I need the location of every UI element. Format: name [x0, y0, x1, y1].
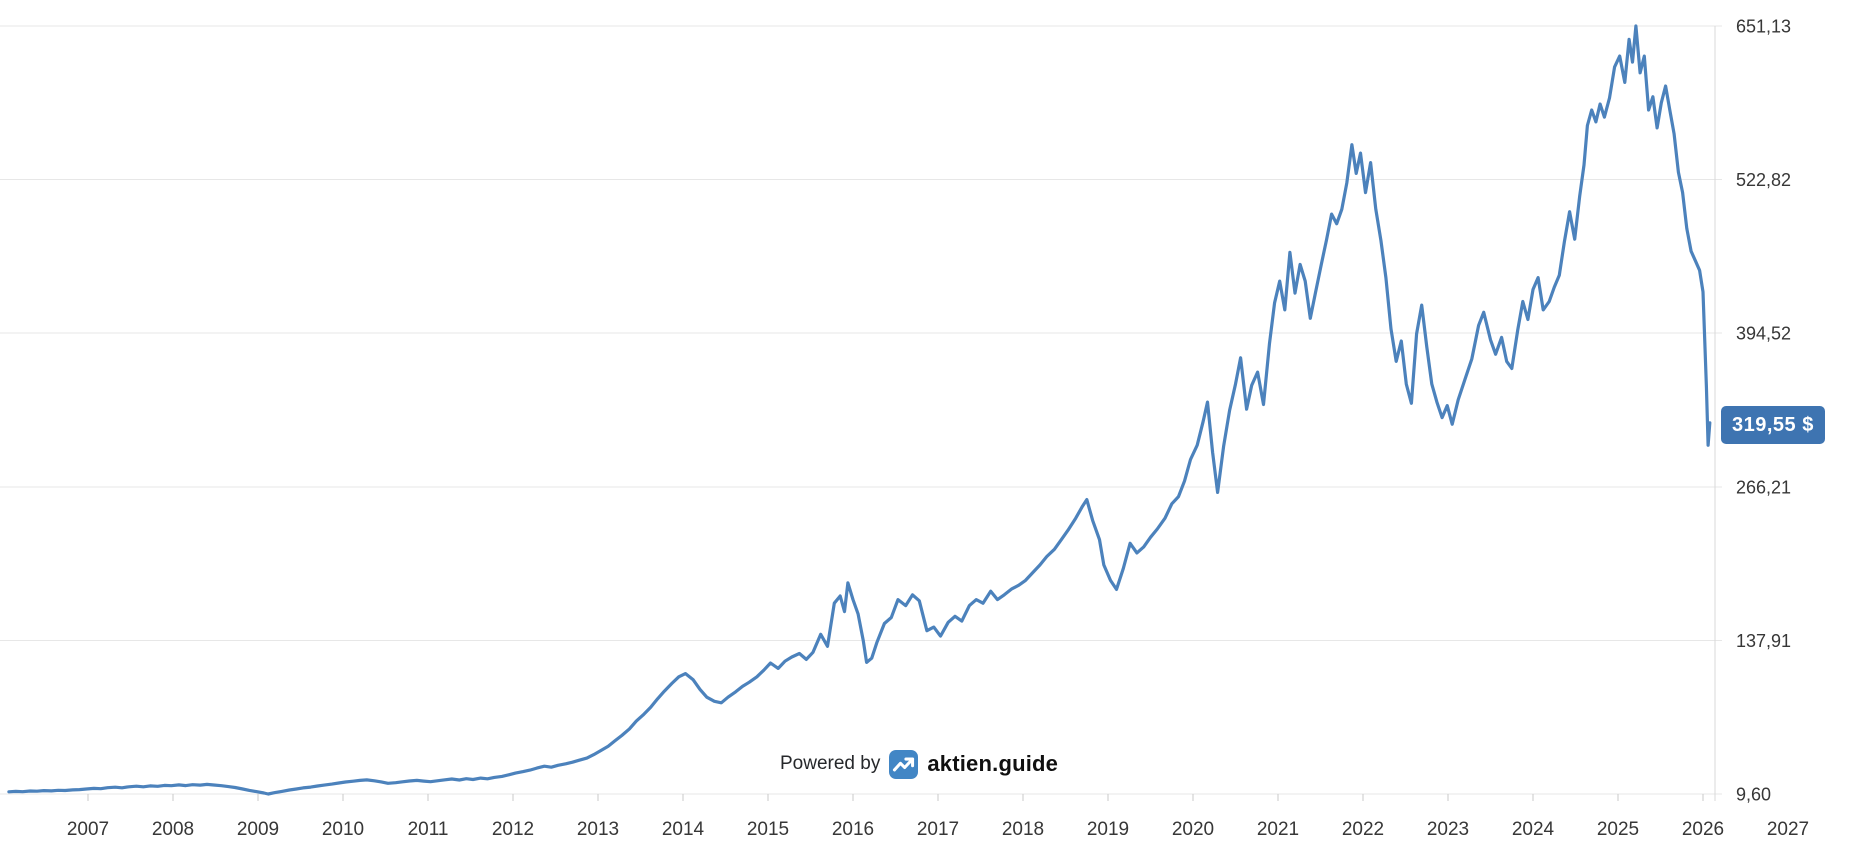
y-axis-label: 266,21 [1736, 477, 1791, 497]
x-axis-label: 2012 [492, 819, 534, 840]
y-axis-label: 9,60 [1736, 785, 1771, 805]
last-price-badge: 319,55 $ [1721, 406, 1825, 444]
x-axis-label: 2015 [747, 819, 789, 840]
aktien-guide-logo-icon [889, 749, 919, 779]
price-line[interactable] [7, 24, 1712, 796]
x-axis-label: 2009 [237, 819, 279, 840]
x-axis-label: 2016 [832, 819, 874, 840]
x-axis-label: 2019 [1087, 819, 1129, 840]
x-axis-label: 2013 [577, 819, 619, 840]
y-axis-label: 137,91 [1736, 631, 1791, 651]
x-axis-label: 2017 [917, 819, 959, 840]
x-axis-label: 2025 [1597, 819, 1639, 840]
x-axis-label: 2027 [1767, 819, 1809, 840]
x-axis-label: 2023 [1427, 819, 1469, 840]
powered-by-label: Powered by [780, 753, 881, 774]
x-axis-label: 2026 [1682, 819, 1724, 840]
x-axis-label: 2010 [322, 819, 364, 840]
x-axis-label: 2007 [67, 819, 109, 840]
x-axis-label: 2022 [1342, 819, 1384, 840]
y-axis-label: 651,13 [1736, 17, 1791, 37]
x-axis-label: 2018 [1002, 819, 1044, 840]
x-axis-label: 2021 [1257, 819, 1299, 840]
y-axis-label: 394,52 [1736, 324, 1791, 344]
x-axis-label: 2008 [152, 819, 194, 840]
y-axis-label: 522,82 [1736, 170, 1791, 190]
x-axis-label: 2020 [1172, 819, 1214, 840]
x-axis-label: 2014 [662, 819, 705, 840]
aktien-guide-watermark[interactable]: Powered by aktien.guide [780, 747, 1058, 781]
x-axis-label: 2024 [1512, 819, 1555, 840]
x-axis-label: 2011 [408, 819, 449, 840]
aktien-guide-brand-label: aktien.guide [927, 751, 1059, 776]
